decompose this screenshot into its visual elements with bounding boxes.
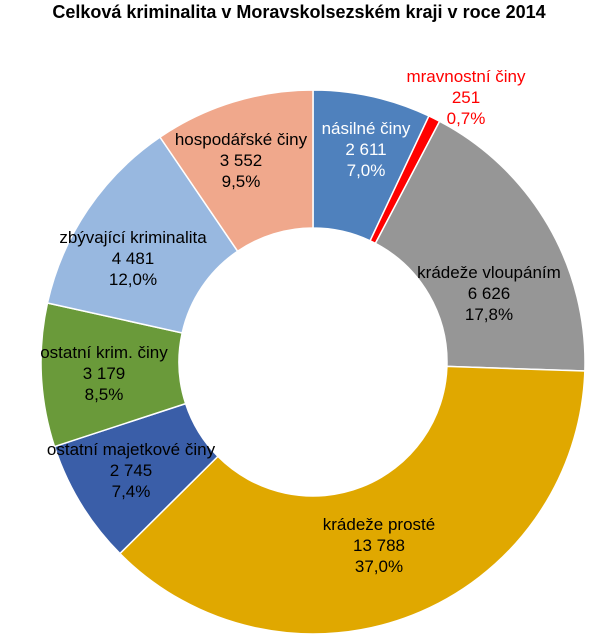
slice-label: mravnostní činy 251 0,7% bbox=[406, 67, 526, 128]
slice-label: mravnostní činy bbox=[406, 67, 526, 86]
donut-slice bbox=[374, 120, 586, 372]
donut-slice bbox=[158, 89, 314, 253]
slice-label: krádeže prosté bbox=[323, 515, 435, 534]
slice-percent: 7,4% bbox=[112, 482, 151, 501]
slice-value: 2 745 bbox=[110, 461, 153, 480]
slice-percent: 37,0% bbox=[355, 557, 403, 576]
slice-label: ostatní krim. činy bbox=[40, 343, 168, 362]
slice-label: hospodářské činy bbox=[175, 130, 308, 149]
slice-label: krádeže vloupáním bbox=[417, 263, 561, 282]
slice-label: násilné činy 2 611 7,0% bbox=[322, 119, 411, 180]
slice-value: 6 626 bbox=[468, 284, 511, 303]
slice-percent: 8,5% bbox=[85, 385, 124, 404]
slice-label: zbývající kriminalita bbox=[59, 228, 207, 247]
slice-label: ostatní majetkové činy bbox=[47, 440, 216, 459]
slice-value: 251 bbox=[452, 88, 480, 107]
slice-percent: 17,8% bbox=[465, 305, 513, 324]
slice-percent: 12,0% bbox=[109, 270, 157, 289]
slice-percent: 9,5% bbox=[222, 172, 261, 191]
slice-value: 2 611 bbox=[345, 140, 386, 159]
slice-percent: 0,7% bbox=[447, 109, 486, 128]
slice-label: hospodářské činy 3 552 9,5% bbox=[175, 130, 308, 191]
slice-value: 3 179 bbox=[83, 364, 126, 383]
donut-slice bbox=[118, 365, 586, 635]
slice-label: násilné činy bbox=[322, 119, 411, 138]
slice-label: ostatní krim. činy 3 179 8,5% bbox=[40, 343, 168, 404]
slice-percent: 7,0% bbox=[347, 161, 386, 180]
slice-value: 3 552 bbox=[220, 151, 263, 170]
chart-title: Celková kriminalita v Moravskolsezském k… bbox=[52, 2, 546, 22]
slice-label: krádeže vloupáním 6 626 17,8% bbox=[417, 263, 561, 324]
slice-label: krádeže prosté 13 788 37,0% bbox=[323, 515, 435, 576]
slice-label: ostatní majetkové činy 2 745 7,4% bbox=[47, 440, 216, 501]
slice-label: zbývající kriminalita 4 481 12,0% bbox=[59, 228, 207, 289]
slice-value: 13 788 bbox=[353, 536, 405, 555]
slice-value: 4 481 bbox=[112, 249, 155, 268]
